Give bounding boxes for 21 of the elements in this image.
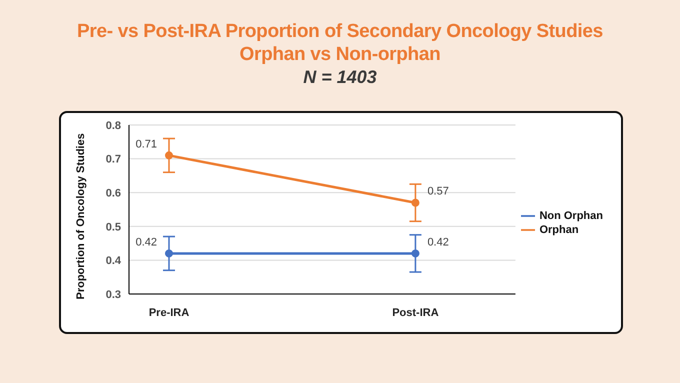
data-label: 0.71 [136, 138, 157, 150]
y-tick-label: 0.5 [106, 221, 121, 234]
y-tick-label: 0.8 [106, 120, 121, 132]
data-label: 0.42 [136, 236, 157, 248]
chart-subtitle: N = 1403 [302, 66, 378, 89]
point [411, 249, 420, 258]
legend-label: Orphan [539, 223, 579, 236]
y-axis-title: Proportion of Oncology Studies [74, 133, 87, 300]
point [411, 198, 420, 207]
point [165, 249, 173, 258]
chart-title: Pre- vs Post-IRA Proportion of Secondary Oncology Studies Orphan vs Non-orphan [76, 20, 604, 66]
data-label: 0.42 [427, 236, 449, 248]
x-tick-label: Pre-IRA [148, 306, 190, 319]
x-tick-label: Post-IRA [392, 306, 439, 319]
y-tick-label: 0.7 [106, 154, 121, 166]
point [165, 151, 173, 160]
y-tick-label: 0.3 [106, 288, 121, 301]
y-tick-label: 0.6 [106, 188, 121, 200]
data-label: 0.57 [427, 186, 449, 198]
legend-label: Non Orphan [539, 209, 603, 222]
y-tick-label: 0.4 [106, 255, 122, 268]
